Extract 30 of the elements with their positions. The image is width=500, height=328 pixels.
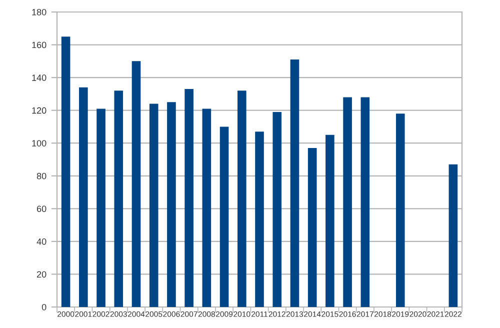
y-tick-label: 0 (42, 304, 46, 310)
bar (290, 60, 300, 307)
y-tick-label: 40 (36, 238, 46, 245)
bar (114, 90, 124, 307)
bar (272, 112, 282, 307)
bar (220, 126, 229, 307)
bar (448, 164, 458, 307)
bar (184, 89, 194, 307)
y-tick-label: 60 (37, 206, 46, 212)
bar (396, 114, 405, 307)
y-tick-label: 180 (32, 8, 46, 16)
bar (132, 61, 141, 307)
y-tick-label: 100 (32, 140, 46, 146)
bar (237, 90, 246, 307)
bar (149, 104, 158, 307)
bar (343, 97, 352, 307)
bar (308, 148, 317, 307)
y-tick-label: 80 (36, 172, 46, 180)
bar (202, 108, 212, 307)
bar (326, 134, 334, 307)
bar (96, 108, 106, 307)
bar (255, 132, 264, 307)
bar (79, 87, 88, 307)
bar (360, 97, 370, 307)
y-tick-label: 20 (36, 271, 46, 278)
bar (61, 36, 70, 307)
y-tick-label: 140 (32, 74, 46, 81)
bar (167, 102, 176, 307)
y-tick-label: 160 (32, 42, 46, 48)
y-tick-label: 120 (32, 107, 46, 114)
